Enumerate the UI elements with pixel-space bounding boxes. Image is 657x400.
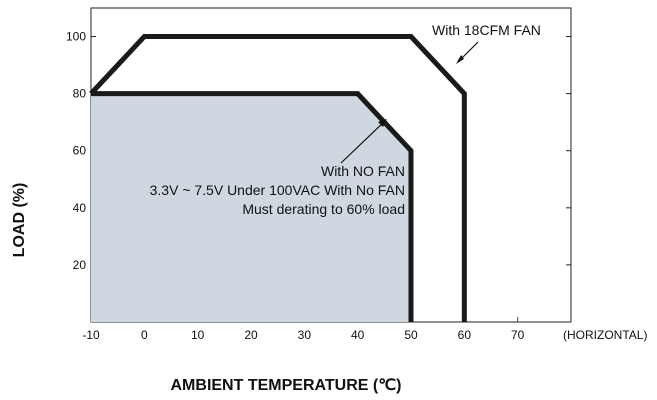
y-tick-label: 80 (73, 87, 87, 101)
tick-labels: -10 0 10 20 30 40 50 60 70 20 40 60 80 100 (66, 30, 525, 342)
y-tick-label: 20 (73, 258, 87, 272)
x-tick-label: 0 (141, 328, 148, 342)
annotation-no-fan-derating: Must derating to 60% load (242, 201, 405, 217)
x-tick-label: 50 (404, 328, 418, 342)
x-tick-label: -10 (82, 328, 100, 342)
y-axis-title: LOAD (%) (11, 183, 28, 258)
x-tick-label: 40 (351, 328, 365, 342)
series-area-2 (91, 93, 411, 323)
x-tick-label: 20 (244, 328, 258, 342)
series-line-1 (89, 34, 467, 322)
y-tick-label: 100 (66, 30, 86, 44)
x-tick-label: 60 (458, 328, 472, 342)
annotation-with-fan: With 18CFM FAN (432, 22, 541, 38)
annotation-arrowhead-fan (456, 55, 464, 64)
y-tick-label: 40 (73, 201, 87, 215)
x-tick-label: 70 (511, 328, 525, 342)
x-tick-label: 10 (191, 328, 205, 342)
y-tick-label: 60 (73, 144, 87, 158)
annotation-arrowhead-nofan (378, 119, 387, 127)
annotation-no-fan: With NO FAN (321, 163, 405, 179)
x-axis-title: AMBIENT TEMPERATURE (℃) (171, 377, 402, 394)
x-tick-label: 30 (298, 328, 312, 342)
x-axis-suffix-label: (HORIZONTAL) (563, 328, 647, 342)
series-layer (89, 34, 467, 323)
annotation-arrow-nofan (340, 120, 386, 164)
annotation-no-fan-voltage: 3.3V ~ 7.5V Under 100VAC With No FAN (150, 182, 405, 198)
